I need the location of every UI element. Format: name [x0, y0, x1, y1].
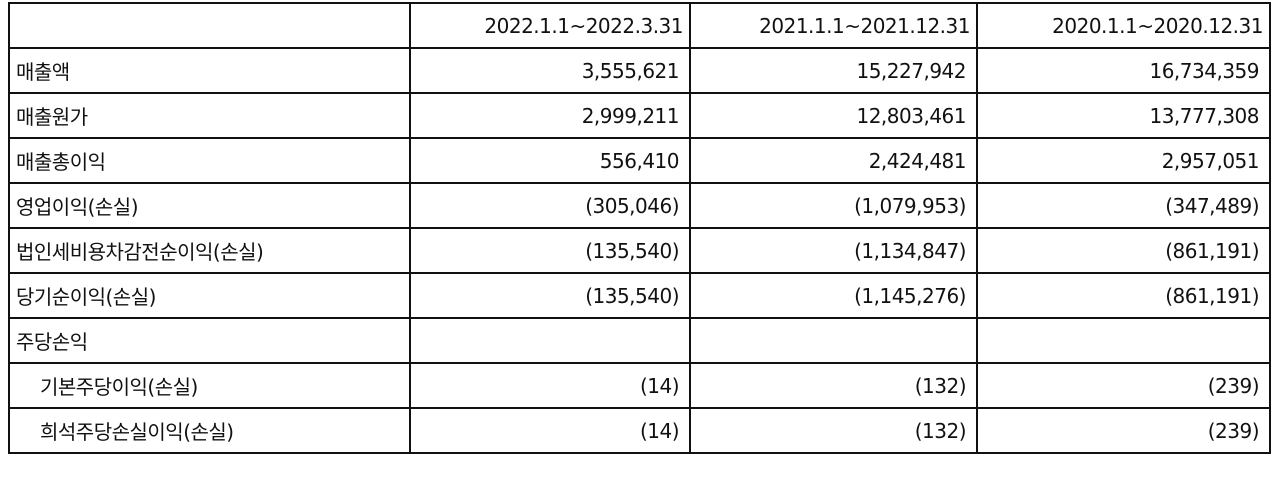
value-cell: 3,555,621: [409, 47, 691, 94]
value-cell: (1,079,953): [689, 182, 978, 229]
value-cell: (861,191): [976, 272, 1271, 319]
table-row: 기본주당이익(손실) (14) (132) (239): [8, 362, 1271, 409]
value-cell: (347,489): [976, 182, 1271, 229]
value-cell: 2,957,051: [976, 137, 1271, 184]
value-cell: (14): [409, 407, 691, 454]
table-row: 법인세비용차감전순이익(손실) (135,540) (1,134,847) (861,…: [8, 227, 1271, 274]
row-label: 매출액: [8, 47, 411, 94]
header-row: 2022.1.1~2022.3.31 2021.1.1~2021.12.31 202…: [8, 2, 1271, 49]
value-cell: (239): [976, 407, 1271, 454]
value-cell: (135,540): [409, 272, 691, 319]
table-row: 매출액 3,555,621 15,227,942 16,734,359: [8, 47, 1271, 94]
income-table: 2022.1.1~2022.3.31 2021.1.1~2021.12.31 202…: [8, 2, 1271, 454]
value-cell: 556,410: [409, 137, 691, 184]
column-header: 2020.1.1~2020.12.31: [976, 2, 1271, 49]
value-cell: 2,999,211: [409, 92, 691, 139]
value-cell: (239): [976, 362, 1271, 409]
corner-cell: [8, 2, 411, 49]
value-cell: (135,540): [409, 227, 691, 274]
value-cell: (861,191): [976, 227, 1271, 274]
value-cell: 13,777,308: [976, 92, 1271, 139]
table-row: 매출총이익 556,410 2,424,481 2,957,051: [8, 137, 1271, 184]
value-cell: 16,734,359: [976, 47, 1271, 94]
table-row: 당기순이익(손실) (135,540) (1,145,276) (861,191): [8, 272, 1271, 319]
empty-cell: [976, 317, 1271, 364]
value-cell: (1,134,847): [689, 227, 978, 274]
row-label: 매출원가: [8, 92, 411, 139]
value-cell: (132): [689, 362, 978, 409]
column-header: 2022.1.1~2022.3.31: [409, 2, 691, 49]
table-row: 매출원가 2,999,211 12,803,461 13,777,308: [8, 92, 1271, 139]
value-cell: (14): [409, 362, 691, 409]
value-cell: 2,424,481: [689, 137, 978, 184]
row-label: 주당손익: [8, 317, 411, 364]
value-cell: 12,803,461: [689, 92, 978, 139]
table-row: 주당손익: [8, 317, 1271, 364]
row-label: 기본주당이익(손실): [8, 362, 411, 409]
table-row: 희석주당손실이익(손실) (14) (132) (239): [8, 407, 1271, 454]
column-header: 2021.1.1~2021.12.31: [689, 2, 978, 49]
value-cell: 15,227,942: [689, 47, 978, 94]
row-label: 희석주당손실이익(손실): [8, 407, 411, 454]
table-row: 영업이익(손실) (305,046) (1,079,953) (347,489): [8, 182, 1271, 229]
empty-cell: [409, 317, 691, 364]
row-label: 매출총이익: [8, 137, 411, 184]
row-label: 법인세비용차감전순이익(손실): [8, 227, 411, 274]
empty-cell: [689, 317, 978, 364]
row-label: 영업이익(손실): [8, 182, 411, 229]
value-cell: (132): [689, 407, 978, 454]
row-label: 당기순이익(손실): [8, 272, 411, 319]
value-cell: (1,145,276): [689, 272, 978, 319]
value-cell: (305,046): [409, 182, 691, 229]
